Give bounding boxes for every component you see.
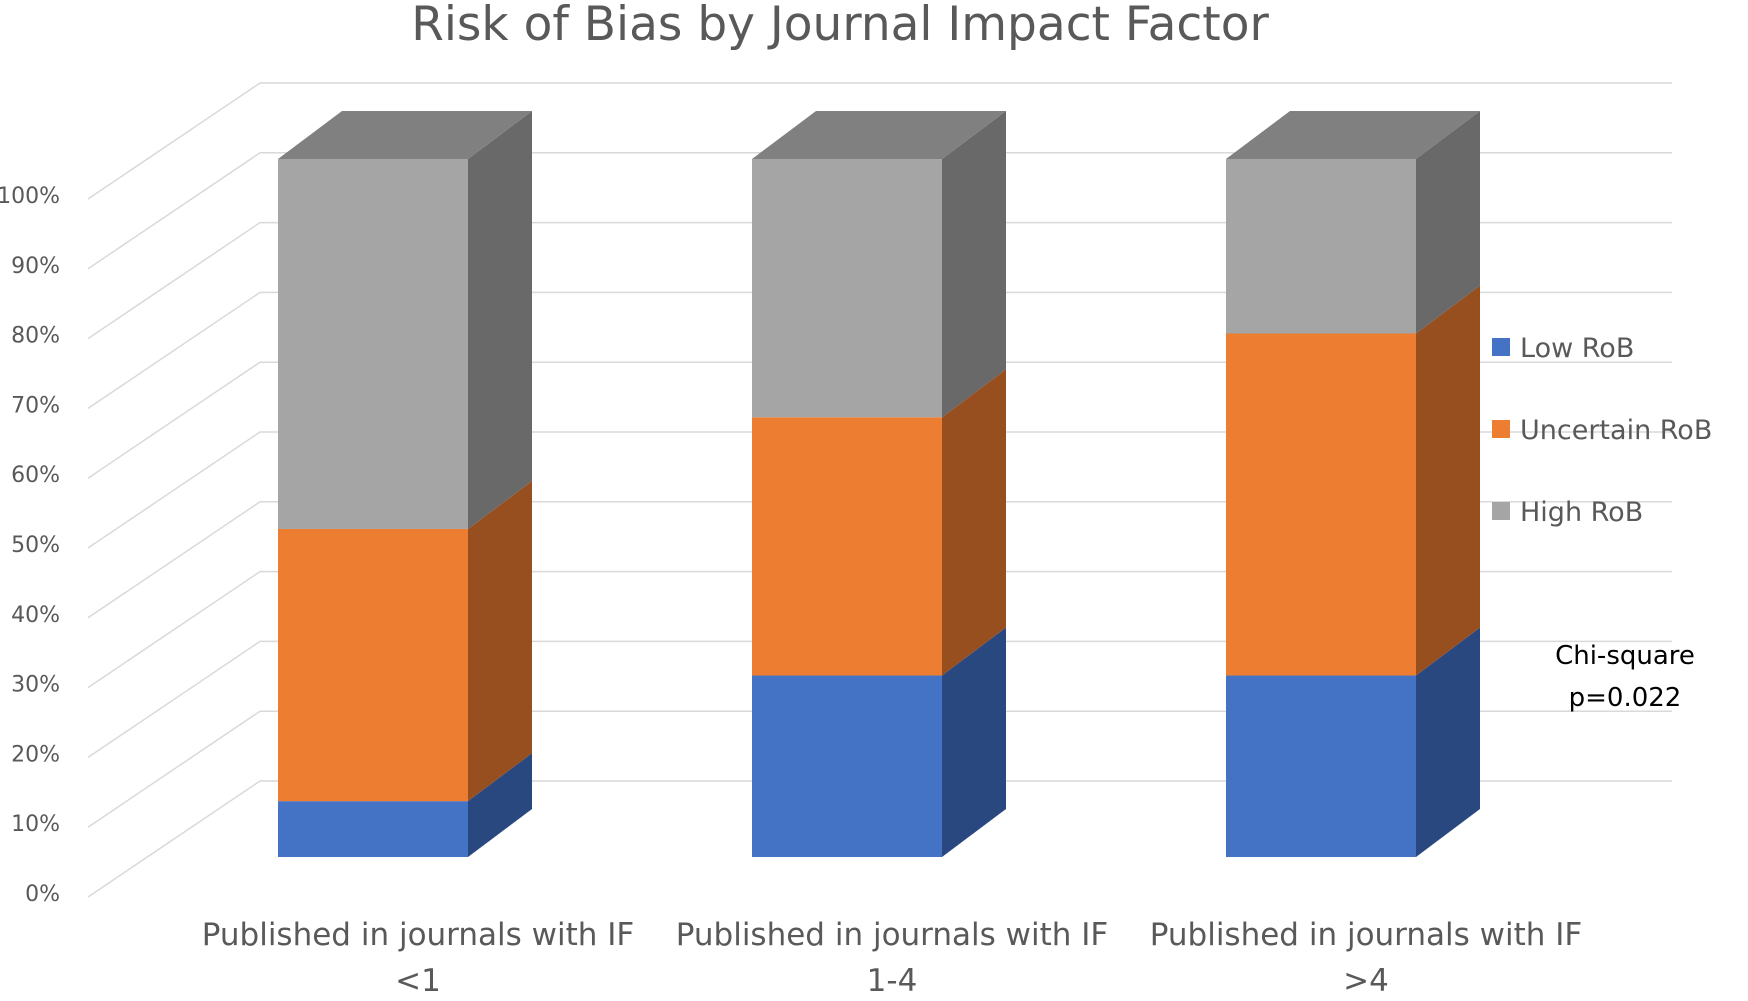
bar-high-rob-3 — [1226, 159, 1416, 334]
bar-low-rob-3 — [1226, 675, 1416, 857]
legend-swatch-uncertain-rob — [1492, 420, 1510, 438]
bar-low-rob-2 — [752, 675, 942, 857]
gridline-30 — [87, 570, 1672, 689]
bar-side-uncertain-rob-3 — [1416, 285, 1480, 676]
gridline-50 — [87, 431, 1672, 549]
bar-stack-1 — [278, 111, 532, 857]
bar-uncertain-rob-1 — [278, 528, 468, 802]
x-category-label-2-line-1: Published in journals with IF — [676, 917, 1109, 953]
y-tick-label-50: 50% — [11, 533, 60, 558]
chi-square-annotation: Chi-square p=0.022 — [1555, 641, 1695, 713]
bar-high-rob-1 — [278, 159, 468, 529]
bar-top-1 — [278, 111, 532, 159]
bar-side-high-rob-2 — [942, 111, 1006, 418]
y-tick-label-80: 80% — [11, 324, 60, 349]
gridline-40 — [87, 501, 1672, 619]
annotation-line-1: Chi-square — [1555, 641, 1695, 671]
x-axis-category-labels: Published in journals with IF <1 Published… — [202, 917, 1583, 999]
y-tick-label-60: 60% — [11, 463, 60, 488]
x-category-label-2-line-2: 1-4 — [867, 963, 918, 999]
legend: Low RoB Uncertain RoB High RoB — [1492, 333, 1712, 528]
bar-uncertain-rob-2 — [752, 417, 942, 676]
bar-uncertain-rob-3 — [1226, 333, 1416, 676]
x-category-label-1-line-1: Published in journals with IF — [202, 917, 635, 953]
gridlines — [87, 82, 1672, 898]
legend-swatch-high-rob — [1492, 502, 1510, 520]
y-tick-label-0: 0% — [25, 882, 60, 907]
bars — [278, 111, 1480, 857]
bar-side-low-rob-1 — [468, 753, 532, 857]
bar-side-low-rob-2 — [942, 627, 1006, 857]
y-tick-label-90: 90% — [11, 254, 60, 279]
y-tick-label-40: 40% — [11, 603, 60, 628]
bar-low-rob-1 — [278, 801, 468, 857]
gridline-10 — [87, 710, 1672, 828]
bar-top-3 — [1226, 111, 1480, 159]
bar-side-high-rob-1 — [468, 111, 532, 529]
y-tick-label-10: 10% — [11, 812, 60, 837]
gridline-100 — [87, 82, 1672, 200]
y-tick-label-20: 20% — [11, 742, 60, 767]
legend-label-low-rob: Low RoB — [1520, 333, 1634, 364]
legend-label-uncertain-rob: Uncertain RoB — [1520, 415, 1712, 446]
x-category-label-3-line-2: >4 — [1343, 963, 1389, 999]
gridline-90 — [87, 152, 1672, 270]
gridline-60 — [87, 361, 1672, 479]
legend-label-high-rob: High RoB — [1520, 497, 1643, 528]
bar-top-2 — [752, 111, 1006, 159]
bar-side-uncertain-rob-2 — [942, 369, 1006, 676]
bar-side-uncertain-rob-1 — [468, 480, 532, 802]
bar-stack-3 — [1226, 111, 1480, 857]
bar-high-rob-2 — [752, 159, 942, 418]
x-category-label-1-line-2: <1 — [395, 963, 441, 999]
legend-swatch-low-rob — [1492, 338, 1510, 356]
y-tick-label-70: 70% — [11, 393, 60, 418]
y-axis-tick-labels: 0% 10% 20% 30% 40% 50% 60% 70% 80% 90% 100% — [0, 184, 60, 907]
x-category-label-3-line-1: Published in journals with IF — [1150, 917, 1583, 953]
bar-side-low-rob-3 — [1416, 627, 1480, 857]
bar-side-high-rob-3 — [1416, 111, 1480, 334]
gridline-0 — [87, 780, 1672, 898]
y-tick-label-30: 30% — [11, 673, 60, 698]
y-tick-label-100: 100% — [0, 184, 60, 209]
gridline-20 — [87, 640, 1672, 759]
gridline-80 — [87, 221, 1672, 340]
chart-title: Risk of Bias by Journal Impact Factor — [411, 0, 1269, 52]
gridline-70 — [87, 291, 1672, 410]
annotation-line-2: p=0.022 — [1569, 683, 1682, 713]
bar-stack-2 — [752, 111, 1006, 857]
